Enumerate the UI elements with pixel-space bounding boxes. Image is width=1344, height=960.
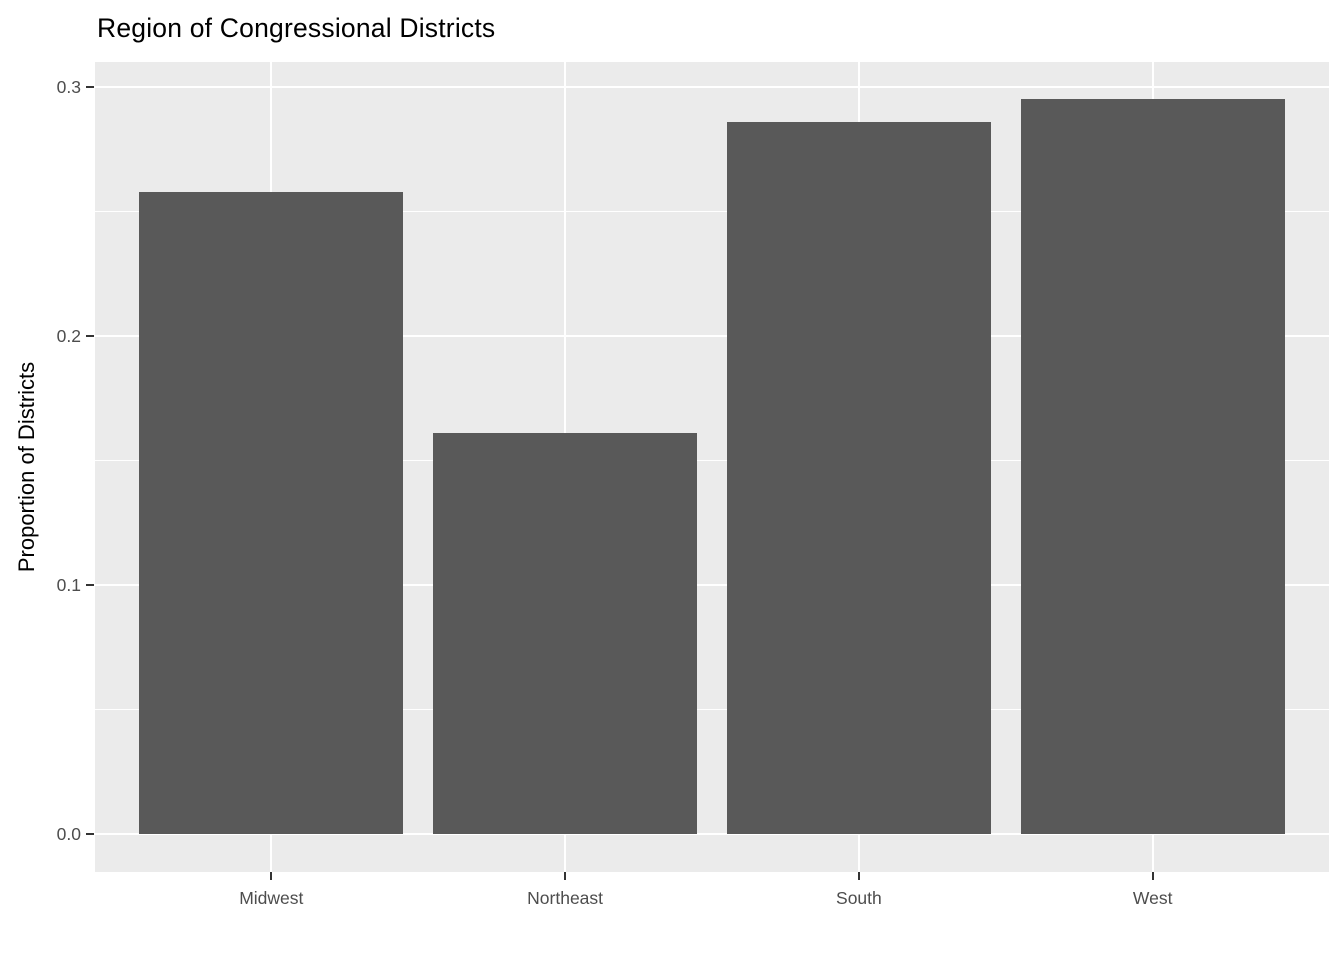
y-tick-mark — [86, 334, 94, 338]
y-tick-mark — [86, 85, 94, 88]
plot-panel — [95, 62, 1329, 872]
x-tick-label: South — [836, 888, 882, 908]
y-tick-label: 0.0 — [56, 824, 81, 845]
x-tick-mark — [857, 872, 860, 880]
y-tick-mark — [86, 833, 94, 836]
x-tick-mark — [270, 872, 273, 880]
y-tick-mark — [86, 583, 94, 587]
bar-northeast — [432, 433, 698, 835]
y-tick-label: 0.2 — [56, 325, 81, 346]
y-tick-label: 0.1 — [56, 575, 81, 596]
x-tick-mark — [563, 872, 567, 880]
x-tick-label: West — [1132, 888, 1173, 908]
gridline-minor-horizontal — [95, 459, 1329, 462]
x-tick-label: Northeast — [527, 888, 604, 908]
bar-west — [1020, 99, 1285, 835]
bar-midwest — [139, 191, 404, 835]
y-axis-title: Proportion of Districts — [14, 361, 39, 573]
gridline-minor-horizontal — [95, 210, 1329, 213]
x-tick-label: Midwest — [239, 888, 304, 908]
gridline-major-horizontal — [95, 583, 1329, 587]
gridline-major-horizontal — [95, 832, 1329, 836]
x-tick-mark — [1151, 872, 1154, 880]
bar-south — [726, 121, 992, 835]
gridline-major-horizontal — [95, 85, 1329, 89]
y-tick-label: 0.3 — [56, 76, 81, 97]
gridline-minor-horizontal — [95, 709, 1329, 711]
gridline-major-horizontal — [95, 334, 1329, 338]
chart-title: Region of Congressional Districts — [97, 13, 496, 43]
